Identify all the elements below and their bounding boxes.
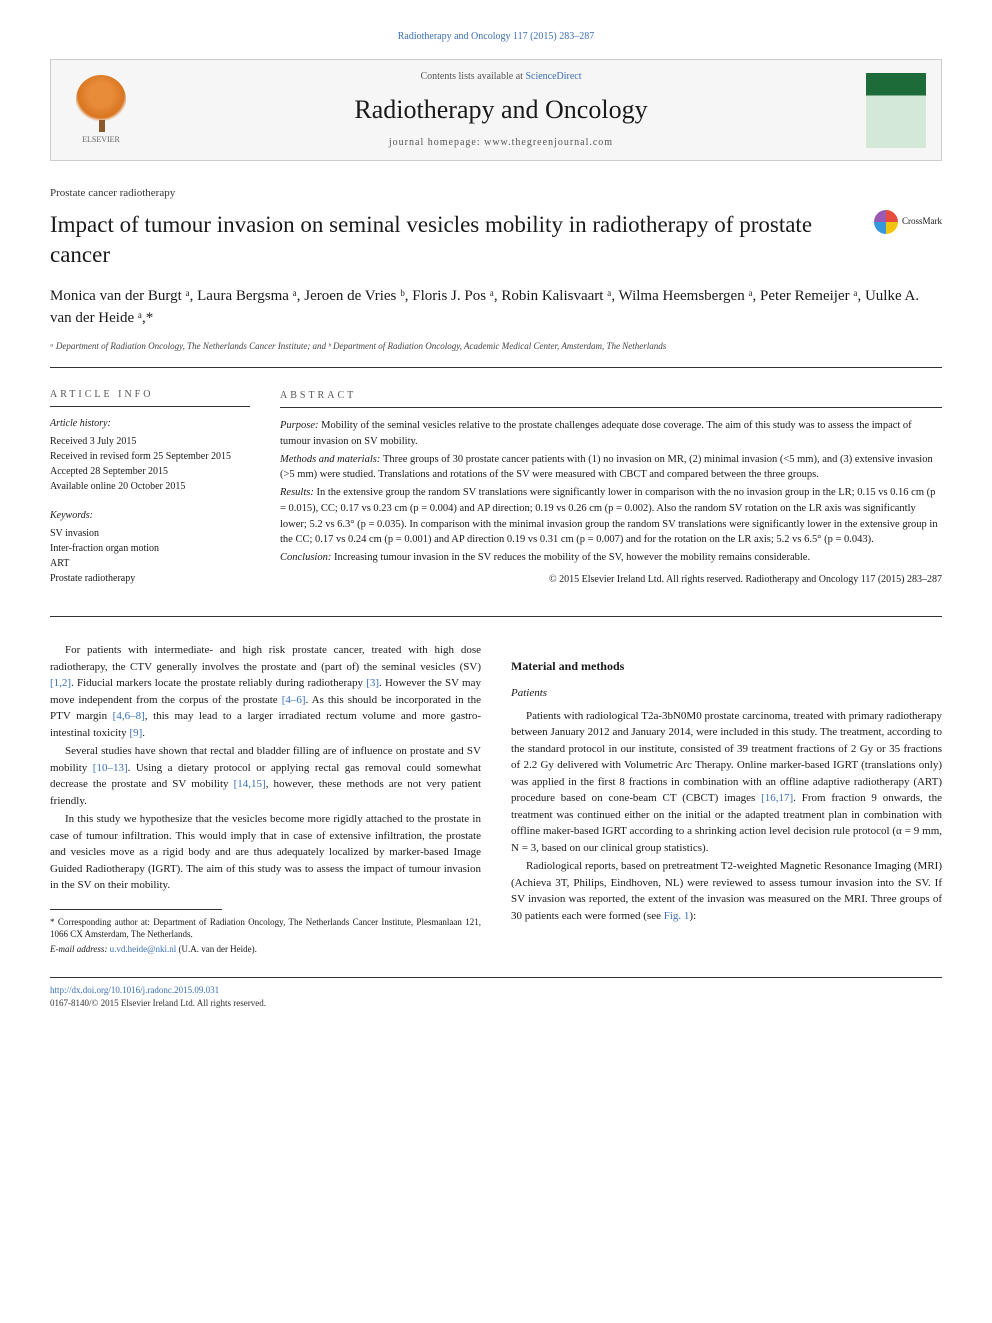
patients-subheading: Patients: [511, 685, 942, 702]
issn-copyright: 0167-8140/© 2015 Elsevier Ireland Ltd. A…: [50, 997, 942, 1010]
article-type: Prostate cancer radiotherapy: [50, 186, 942, 201]
hypothesis-paragraph: In this study we hypothesize that the ve…: [50, 811, 481, 894]
results-label: Results:: [280, 487, 316, 498]
journal-cover-thumbnail: [866, 73, 926, 148]
header-citation: Radiotherapy and Oncology 117 (2015) 283…: [50, 30, 942, 44]
email-link[interactable]: u.vd.heide@nki.nl: [110, 944, 177, 954]
results-text: In the extensive group the random SV tra…: [280, 487, 938, 545]
elsevier-logo: ELSEVIER: [66, 75, 136, 145]
methods-label: Methods and materials:: [280, 454, 383, 465]
purpose-text: Mobility of the seminal vesicles relativ…: [280, 420, 912, 447]
keywords-text: SV invasion Inter-fraction organ motion …: [50, 526, 250, 586]
journal-name: Radiotherapy and Oncology: [136, 92, 866, 128]
ref-link[interactable]: [16,17]: [761, 792, 793, 804]
elsevier-tree-icon: [76, 75, 126, 124]
ref-link[interactable]: [4,6–8]: [113, 710, 145, 722]
methods-heading: Material and methods: [511, 657, 942, 675]
authors-list: Monica van der Burgt ᵃ, Laura Bergsma ᵃ,…: [50, 285, 942, 330]
conclusion-text: Increasing tumour invasion in the SV red…: [334, 552, 810, 563]
history-label: Article history:: [50, 417, 250, 431]
email-footnote: E-mail address: u.vd.heide@nki.nl (U.A. …: [50, 943, 481, 956]
journal-homepage: journal homepage: www.thegreenjournal.co…: [136, 136, 866, 150]
contents-available: Contents lists available at ScienceDirec…: [136, 70, 866, 84]
article-title: Impact of tumour invasion on seminal ves…: [50, 210, 874, 270]
ref-link[interactable]: [1,2]: [50, 677, 71, 689]
history-text: Received 3 July 2015 Received in revised…: [50, 434, 250, 494]
ref-link[interactable]: [4–6]: [282, 694, 306, 706]
article-info-panel: ARTICLE INFO Article history: Received 3…: [50, 388, 250, 601]
journal-header: ELSEVIER Contents lists available at Sci…: [50, 59, 942, 161]
crossmark-icon: [874, 210, 898, 234]
fig-link[interactable]: Fig. 1: [664, 910, 690, 922]
abstract-panel: ABSTRACT Purpose: Mobility of the semina…: [280, 388, 942, 601]
sciencedirect-link[interactable]: ScienceDirect: [525, 71, 581, 82]
keywords-label: Keywords:: [50, 509, 250, 523]
corresponding-author: * Corresponding author at: Department of…: [50, 916, 481, 941]
abstract-heading: ABSTRACT: [280, 388, 942, 408]
doi-link[interactable]: http://dx.doi.org/10.1016/j.radonc.2015.…: [50, 984, 942, 997]
ref-link[interactable]: [10–13]: [93, 762, 128, 774]
elsevier-text: ELSEVIER: [82, 134, 120, 145]
conclusion-label: Conclusion:: [280, 552, 334, 563]
left-column: For patients with intermediate- and high…: [50, 642, 481, 957]
ref-link[interactable]: [9]: [129, 727, 142, 739]
purpose-label: Purpose:: [280, 420, 321, 431]
article-info-heading: ARTICLE INFO: [50, 388, 250, 407]
ref-link[interactable]: [14,15]: [234, 778, 266, 790]
abstract-copyright: © 2015 Elsevier Ireland Ltd. All rights …: [280, 572, 942, 587]
crossmark-badge[interactable]: CrossMark: [874, 210, 942, 234]
ref-link[interactable]: [3]: [366, 677, 379, 689]
affiliations: ᵃ Department of Radiation Oncology, The …: [50, 340, 942, 369]
right-column: Material and methods Patients Patients w…: [511, 642, 942, 957]
